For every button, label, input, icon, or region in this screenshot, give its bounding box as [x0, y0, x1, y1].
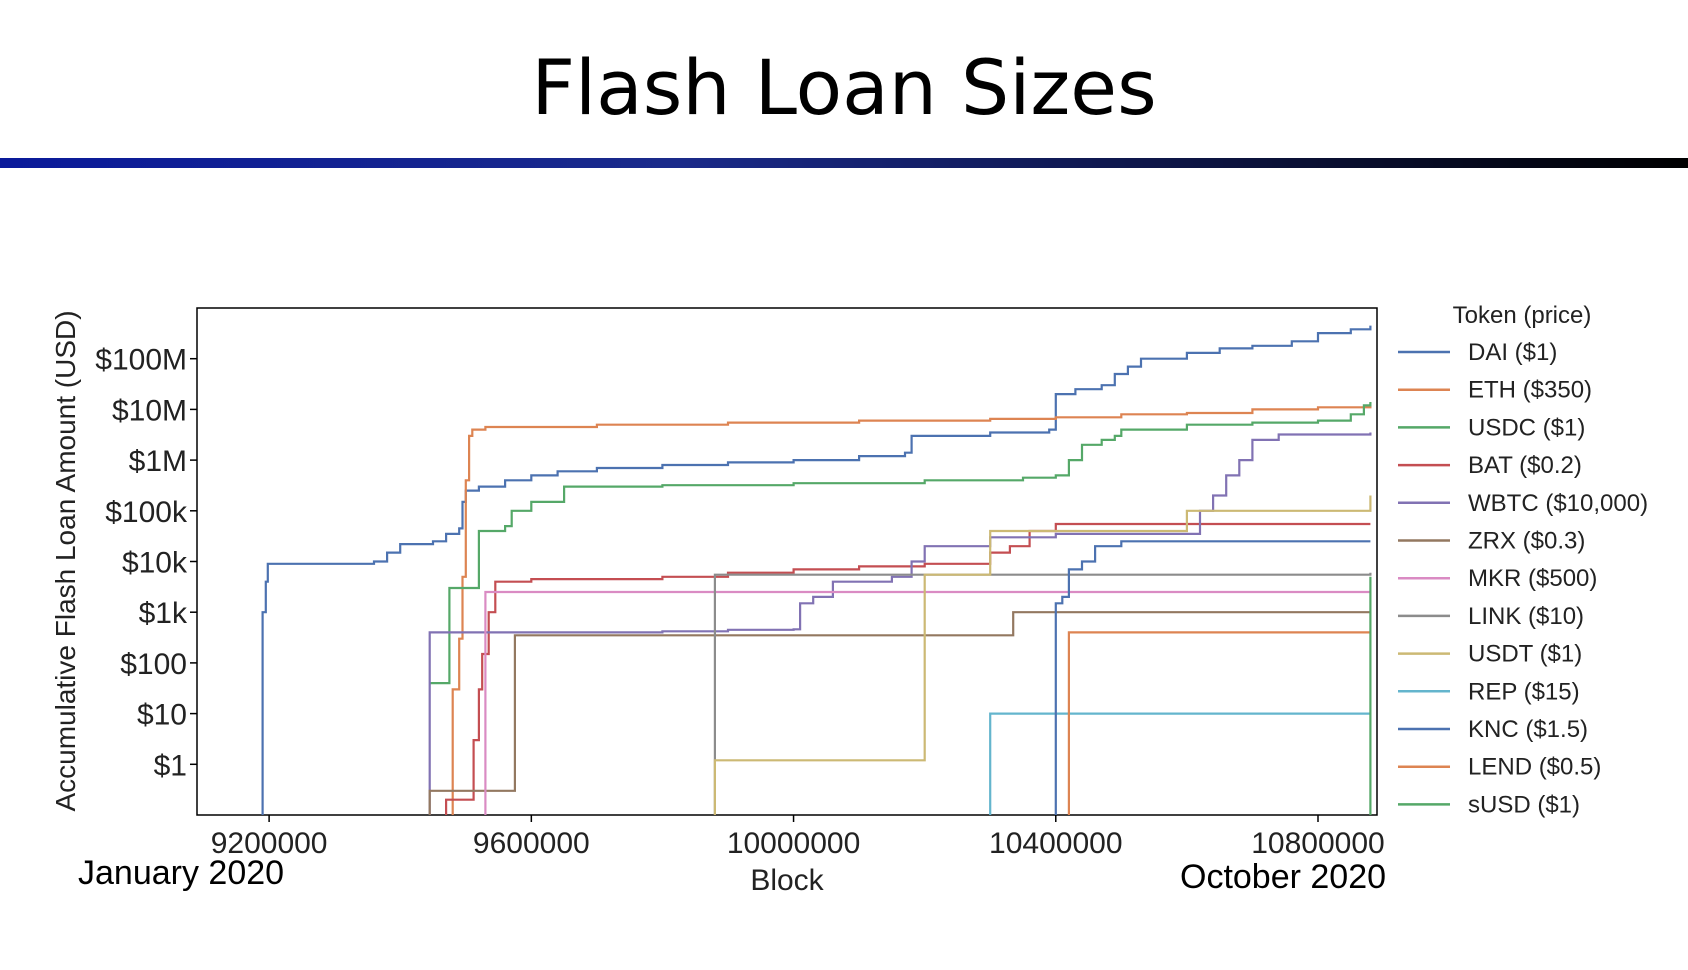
y-tick-label: $10	[137, 699, 187, 732]
legend-label: ZRX ($0.3)	[1468, 528, 1585, 555]
legend-label: REP ($15)	[1468, 678, 1580, 705]
end-date-label: October 2020	[1180, 858, 1387, 896]
x-tick-label: 10000000	[727, 827, 860, 860]
series-line-mkr	[484, 590, 1371, 815]
y-tick-label: $1k	[139, 597, 188, 630]
start-date-label: January 2020	[78, 854, 285, 892]
series-line-eth	[451, 403, 1372, 815]
series-line-rep	[989, 712, 1371, 815]
legend-label: MKR ($500)	[1468, 565, 1597, 592]
x-tick-label: 9200000	[211, 827, 328, 860]
slide-title: Flash Loan Sizes	[531, 43, 1157, 132]
y-tick-label: $1	[154, 749, 187, 782]
series-line-usdt	[713, 495, 1372, 815]
legend: Token (price) DAI ($1) ETH ($350) USDC ($1)…	[1398, 302, 1648, 818]
legend-title: Token (price)	[1453, 302, 1592, 329]
series-line-link	[713, 572, 1372, 815]
legend-label: DAI ($1)	[1468, 339, 1557, 366]
series-line-zrx	[428, 611, 1371, 815]
axes-layer: 9200000 9600000 10000000 10400000 10800000 $1…	[95, 344, 1384, 860]
x-axis-label: Block	[750, 864, 824, 897]
series-line-dai	[261, 325, 1372, 815]
series-line-usdc	[429, 402, 1372, 685]
series-line-knc	[1054, 540, 1371, 815]
x-tick-label: 9600000	[473, 827, 590, 860]
y-axis-label: Accumulative Flash Loan Amount (USD)	[50, 310, 81, 811]
legend-label: USDT ($1)	[1468, 641, 1582, 668]
title-divider-bar	[0, 158, 1688, 168]
x-tick-label: 10800000	[1251, 827, 1384, 860]
legend-label: LINK ($10)	[1468, 603, 1584, 630]
series-line-bat	[445, 522, 1371, 815]
y-tick-label: $100M	[95, 344, 187, 377]
x-tick-label: 10400000	[989, 827, 1122, 860]
legend-label: LEND ($0.5)	[1468, 754, 1601, 781]
y-tick-label: $100	[120, 648, 187, 681]
y-tick-label: $10M	[112, 394, 187, 427]
series-line-wbtc	[428, 432, 1372, 815]
series-layer	[261, 325, 1372, 815]
series-line-lend	[1067, 631, 1371, 815]
legend-label: sUSD ($1)	[1468, 791, 1580, 818]
legend-label: KNC ($1.5)	[1468, 716, 1588, 743]
legend-label: USDC ($1)	[1468, 414, 1585, 441]
y-tick-label: $1M	[129, 445, 187, 478]
legend-label: WBTC ($10,000)	[1468, 490, 1648, 517]
legend-label: ETH ($350)	[1468, 377, 1592, 404]
y-tick-label: $100k	[105, 496, 188, 529]
legend-label: BAT ($0.2)	[1468, 452, 1582, 479]
y-tick-label: $10k	[122, 547, 188, 580]
